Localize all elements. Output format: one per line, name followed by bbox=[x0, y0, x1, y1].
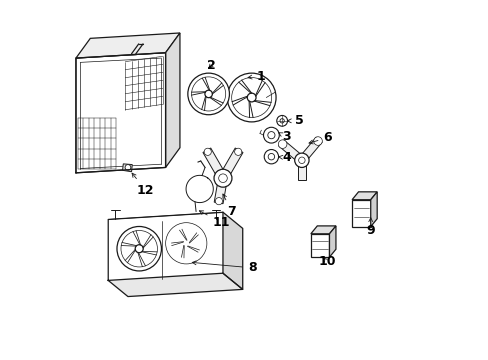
Circle shape bbox=[117, 226, 161, 271]
Polygon shape bbox=[223, 212, 242, 289]
Text: 12: 12 bbox=[132, 173, 154, 197]
Circle shape bbox=[215, 198, 222, 205]
Circle shape bbox=[121, 230, 157, 267]
Circle shape bbox=[183, 240, 189, 247]
Circle shape bbox=[278, 140, 286, 148]
Polygon shape bbox=[108, 273, 242, 297]
Circle shape bbox=[227, 73, 276, 122]
Polygon shape bbox=[203, 148, 226, 180]
Circle shape bbox=[165, 223, 206, 264]
Circle shape bbox=[171, 229, 201, 258]
Polygon shape bbox=[214, 177, 227, 204]
Polygon shape bbox=[310, 226, 335, 234]
Polygon shape bbox=[122, 164, 132, 172]
Circle shape bbox=[234, 148, 241, 156]
Polygon shape bbox=[165, 33, 180, 167]
Polygon shape bbox=[297, 160, 305, 180]
Circle shape bbox=[191, 77, 225, 111]
Polygon shape bbox=[329, 226, 335, 257]
Circle shape bbox=[264, 149, 278, 164]
Text: 5: 5 bbox=[287, 114, 303, 127]
Polygon shape bbox=[278, 140, 304, 163]
Circle shape bbox=[204, 90, 212, 98]
Text: 11: 11 bbox=[199, 211, 229, 229]
Circle shape bbox=[294, 153, 308, 167]
Polygon shape bbox=[298, 137, 322, 163]
Text: 8: 8 bbox=[192, 261, 256, 274]
Text: 3: 3 bbox=[278, 130, 290, 144]
Circle shape bbox=[218, 174, 227, 183]
Circle shape bbox=[203, 148, 211, 156]
Text: 1: 1 bbox=[247, 69, 264, 82]
Polygon shape bbox=[76, 33, 180, 58]
Polygon shape bbox=[351, 200, 370, 226]
Polygon shape bbox=[370, 192, 376, 226]
Circle shape bbox=[247, 93, 256, 102]
Text: 4: 4 bbox=[278, 151, 290, 164]
Text: 10: 10 bbox=[318, 255, 335, 268]
Circle shape bbox=[313, 137, 322, 145]
Circle shape bbox=[231, 77, 271, 117]
Circle shape bbox=[214, 169, 231, 187]
Circle shape bbox=[280, 119, 284, 123]
Circle shape bbox=[168, 225, 204, 261]
Circle shape bbox=[135, 245, 143, 253]
Text: 7: 7 bbox=[223, 194, 236, 218]
Circle shape bbox=[276, 116, 287, 126]
Text: 6: 6 bbox=[308, 131, 331, 144]
Circle shape bbox=[298, 157, 305, 163]
Polygon shape bbox=[219, 148, 243, 180]
Polygon shape bbox=[310, 234, 329, 257]
Polygon shape bbox=[76, 53, 165, 173]
Text: 9: 9 bbox=[366, 218, 374, 237]
Circle shape bbox=[267, 153, 274, 160]
Circle shape bbox=[187, 73, 229, 115]
Circle shape bbox=[125, 165, 131, 170]
Text: 2: 2 bbox=[207, 59, 215, 72]
Circle shape bbox=[267, 132, 274, 139]
Polygon shape bbox=[108, 212, 223, 280]
Polygon shape bbox=[351, 192, 376, 200]
Circle shape bbox=[263, 127, 279, 143]
